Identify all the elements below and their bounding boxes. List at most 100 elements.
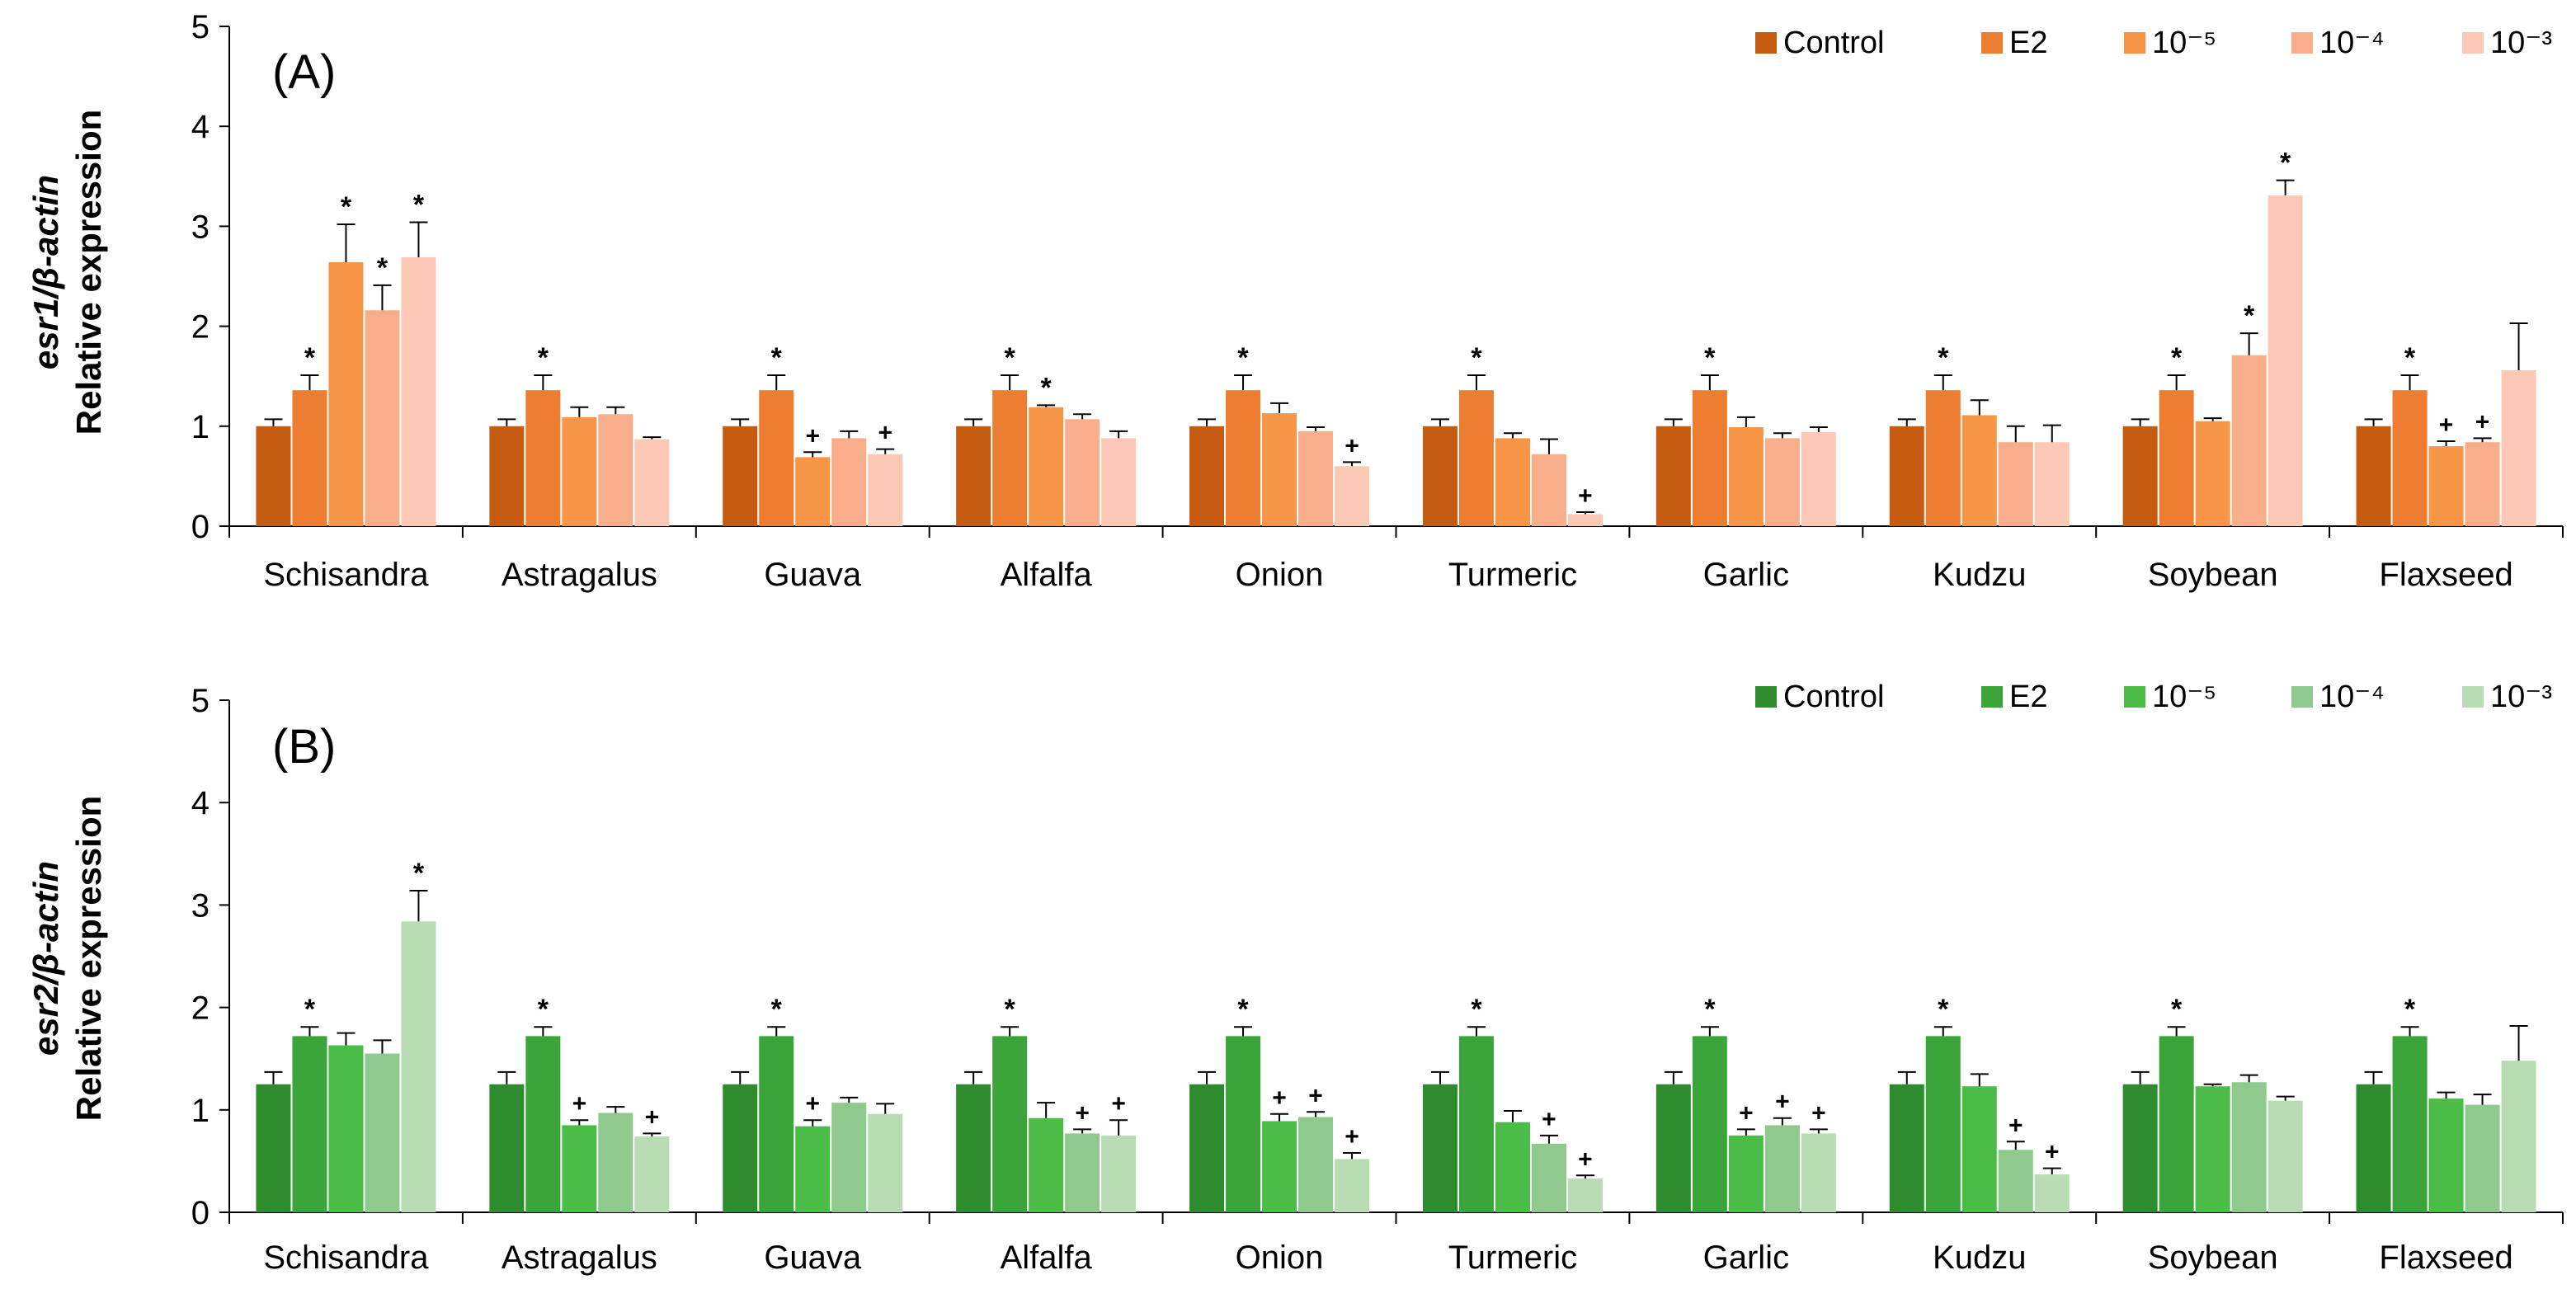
panel-b-bar (1801, 1133, 1836, 1212)
panel-a-bar (723, 426, 758, 526)
panel-b-category-label: Garlic (1703, 1240, 1789, 1276)
panel-a-bar (598, 414, 633, 526)
panel-a-bar (1335, 466, 1370, 526)
panel-b-bar (1458, 1036, 1494, 1212)
panel-a-bar (2231, 355, 2267, 526)
panel-a-significance-mark: * (2404, 342, 2416, 374)
panel-b-plot-area: 0 1 2 3 4 5 * * Schisandra * + + Astragalus * + Guava * +… (191, 680, 2564, 1276)
panel-a-significance-mark: * (538, 342, 549, 374)
panel-b-bar (1335, 1159, 1370, 1212)
panel-a-significance-mark: * (377, 252, 389, 284)
panel-a-significance-mark: * (2244, 300, 2255, 332)
panel-a-legend-swatch (2124, 32, 2145, 54)
panel-a-significance-mark: * (1041, 372, 1053, 403)
panel-a-bar (292, 390, 327, 526)
panel-a-significance-mark: + (1345, 432, 1359, 459)
panel-a-bar (401, 256, 436, 526)
panel-a-significance-mark: * (413, 190, 425, 221)
panel-b-label: (B) (272, 720, 336, 774)
panel-a-bar (1298, 430, 1334, 526)
panel-a-bar (489, 426, 525, 526)
panel-b-bar (868, 1113, 903, 1212)
panel-b-bar (1422, 1084, 1458, 1212)
panel-a-bar (956, 426, 991, 526)
panel-a-bar (1065, 419, 1100, 526)
panel-a-category-label: Alfalfa (1001, 557, 1093, 593)
panel-a-y-tick-label: 2 (191, 309, 210, 346)
panel-a-bar (1029, 407, 1064, 526)
panel-a-bar (759, 390, 794, 526)
panel-b-significance-mark: + (1272, 1084, 1287, 1112)
panel-b-significance-mark: * (2404, 994, 2416, 1025)
panel-a-legend-label: 10⁻⁵ (2152, 26, 2216, 60)
panel-a-category-label: Guava (764, 557, 862, 593)
panel-b-bar (831, 1103, 867, 1212)
panel-b-bar (1495, 1122, 1530, 1212)
panel-a-bar (2195, 421, 2230, 526)
panel-b-significance-mark: + (1308, 1082, 1323, 1109)
panel-a-bar (2465, 442, 2500, 526)
panel-a-bar (1961, 415, 1997, 526)
panel-b-bar (365, 1053, 400, 1212)
panel-b-ylabel: Relative expression (69, 796, 108, 1122)
panel-a-significance-mark: * (341, 191, 352, 223)
panel-b-bar (1226, 1036, 1261, 1212)
panel-b-bar (956, 1084, 991, 1212)
panel-b-bar (795, 1126, 831, 1212)
panel-b-significance-mark: + (1111, 1090, 1126, 1117)
panel-a-bar (562, 416, 597, 526)
panel-a-bar (1889, 426, 1924, 526)
panel-b-bar (2195, 1086, 2230, 1212)
panel-b-legend-label: E2 (2009, 680, 2047, 714)
panel-b-significance-mark: * (413, 858, 425, 889)
panel-a-bar (1728, 427, 1764, 526)
panel-b-y-tick-label: 0 (191, 1195, 210, 1231)
panel-b-bar (1961, 1086, 1997, 1212)
panel-b-bar (1531, 1143, 1566, 1212)
panel-b-bar (2392, 1036, 2428, 1212)
panel-a-bar (2122, 426, 2158, 526)
panel-a-bar (1226, 390, 1261, 526)
panel-a-bar (1101, 438, 1137, 526)
panel-b-category-label: Flaxseed (2379, 1240, 2512, 1276)
panel-b-bar (1262, 1121, 1297, 1212)
panel-b-y-tick-label: 5 (191, 683, 210, 719)
panel-a-significance-mark: + (1578, 482, 1593, 510)
panel-a-legend-swatch (1755, 32, 1777, 54)
panel-a-significance-mark: + (805, 422, 820, 449)
panel-b-category-label: Onion (1236, 1240, 1324, 1276)
panel-b-significance-mark: + (2009, 1112, 2023, 1139)
panel-b-category-label: Astragalus (502, 1240, 657, 1276)
panel-b-bar (256, 1084, 291, 1212)
panel-a-bar (1567, 514, 1603, 526)
panel-b-bar (634, 1136, 670, 1212)
panel-a-legend-swatch (2291, 32, 2313, 54)
panel-b-bar (2356, 1084, 2391, 1212)
panel-a-significance-mark: * (2280, 148, 2291, 179)
panel-a-category-label: Kudzu (1933, 557, 2026, 593)
panel-a-bar (1262, 413, 1297, 526)
panel-a-legend-label: Control (1783, 26, 1885, 60)
panel-b-bar (1298, 1117, 1334, 1212)
panel-a-legend-label: 10⁻³ (2490, 26, 2552, 60)
panel-b-category-label: Schisandra (263, 1240, 429, 1276)
panel-a-significance-mark: * (2171, 342, 2183, 374)
panel-b-significance-mark: * (1938, 994, 1949, 1025)
panel-a-legend-label: E2 (2009, 26, 2047, 60)
panel-b-significance-mark: + (1578, 1146, 1593, 1173)
panel-b-category-label: Kudzu (1933, 1240, 2026, 1276)
panel-b-bar (1764, 1125, 1800, 1212)
panel-b-significance-mark: * (1704, 994, 1716, 1025)
panel-a-bar (2034, 442, 2070, 526)
panel-b-bar (598, 1113, 633, 1212)
panel-a-bar (328, 262, 364, 526)
panel-b-significance-mark: * (1237, 994, 1249, 1025)
panel-a-category-label: Flaxseed (2379, 557, 2512, 593)
panel-b-significance-mark: + (1775, 1089, 1790, 1116)
panel-b-legend-label: 10⁻³ (2490, 680, 2552, 714)
panel-a-significance-mark: * (1005, 342, 1016, 374)
panel-b-bar (1101, 1135, 1137, 1212)
panel-b-bar (723, 1084, 758, 1212)
panel-b-bar (1065, 1133, 1100, 1212)
panel-b-bar (2231, 1082, 2267, 1212)
